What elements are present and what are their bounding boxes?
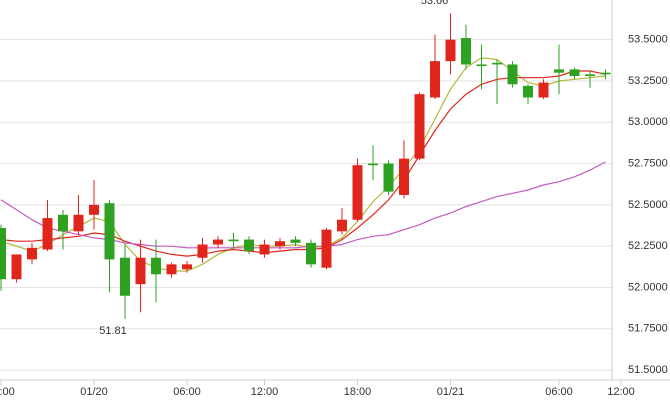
candle-body xyxy=(120,257,130,296)
y-tick-label: 52.0000 xyxy=(628,281,668,293)
x-tick-label: 12:00 xyxy=(251,386,279,398)
candle-body xyxy=(430,61,440,98)
low-annotation: 51.81 xyxy=(99,325,127,337)
x-tick-label: 01/20 xyxy=(80,386,108,398)
x-tick-label: 18:00 xyxy=(344,386,372,398)
candle-body xyxy=(600,72,611,75)
candle-body xyxy=(290,239,301,243)
candle-body xyxy=(166,264,177,275)
candle-body xyxy=(523,85,533,98)
candle-body xyxy=(368,163,378,166)
high-annotation: 53.66 xyxy=(421,0,449,7)
candle-body xyxy=(476,64,487,67)
ma-line xyxy=(0,70,606,257)
ma-line xyxy=(0,161,606,249)
candle-body xyxy=(275,241,285,247)
candle-body xyxy=(197,244,208,258)
x-tick-label: 12:00 xyxy=(607,386,635,398)
candle-body xyxy=(228,239,239,242)
candle-body xyxy=(42,218,53,250)
candle-body xyxy=(306,242,316,265)
candle-body xyxy=(104,203,115,260)
x-tick-label: 18:00 xyxy=(0,386,15,398)
candle-body xyxy=(352,165,363,220)
candle-body xyxy=(244,239,254,252)
candle-body xyxy=(414,94,425,159)
candle-body xyxy=(213,239,223,245)
candle-body xyxy=(182,264,192,270)
candle-body xyxy=(151,257,161,275)
candle-body xyxy=(399,158,409,195)
y-tick-label: 52.2500 xyxy=(628,240,668,252)
candle-body xyxy=(585,74,595,76)
x-tick-label: 01/21 xyxy=(437,386,465,398)
candle-body xyxy=(27,247,37,260)
y-tick-label: 53.0000 xyxy=(628,116,668,128)
candle-body xyxy=(135,257,146,285)
y-tick-label: 53.5000 xyxy=(628,34,668,46)
candle-body xyxy=(73,214,84,232)
candle-body xyxy=(89,204,99,215)
x-tick-label: 06:00 xyxy=(545,386,573,398)
y-tick-label: 52.7500 xyxy=(628,157,668,169)
candle-body xyxy=(492,62,502,65)
candle-body xyxy=(58,214,68,232)
candle-body xyxy=(569,69,580,76)
x-tick-label: 06:00 xyxy=(173,386,201,398)
candle-body xyxy=(0,228,6,280)
y-tick-label: 51.5000 xyxy=(628,364,668,376)
candle-body xyxy=(507,64,518,85)
y-tick-label: 52.5000 xyxy=(628,199,668,211)
y-tick-label: 53.2500 xyxy=(628,75,668,87)
candle-body xyxy=(321,229,332,268)
candle-body xyxy=(554,69,564,73)
y-tick-label: 51.7500 xyxy=(628,323,668,335)
candle-body xyxy=(11,254,22,280)
candle-body xyxy=(383,163,394,192)
candle-body xyxy=(259,244,270,255)
ma-line xyxy=(0,57,606,272)
candle-body xyxy=(337,219,347,232)
candle-body xyxy=(461,38,471,65)
candle-body xyxy=(445,39,456,62)
candle-body xyxy=(538,82,549,98)
